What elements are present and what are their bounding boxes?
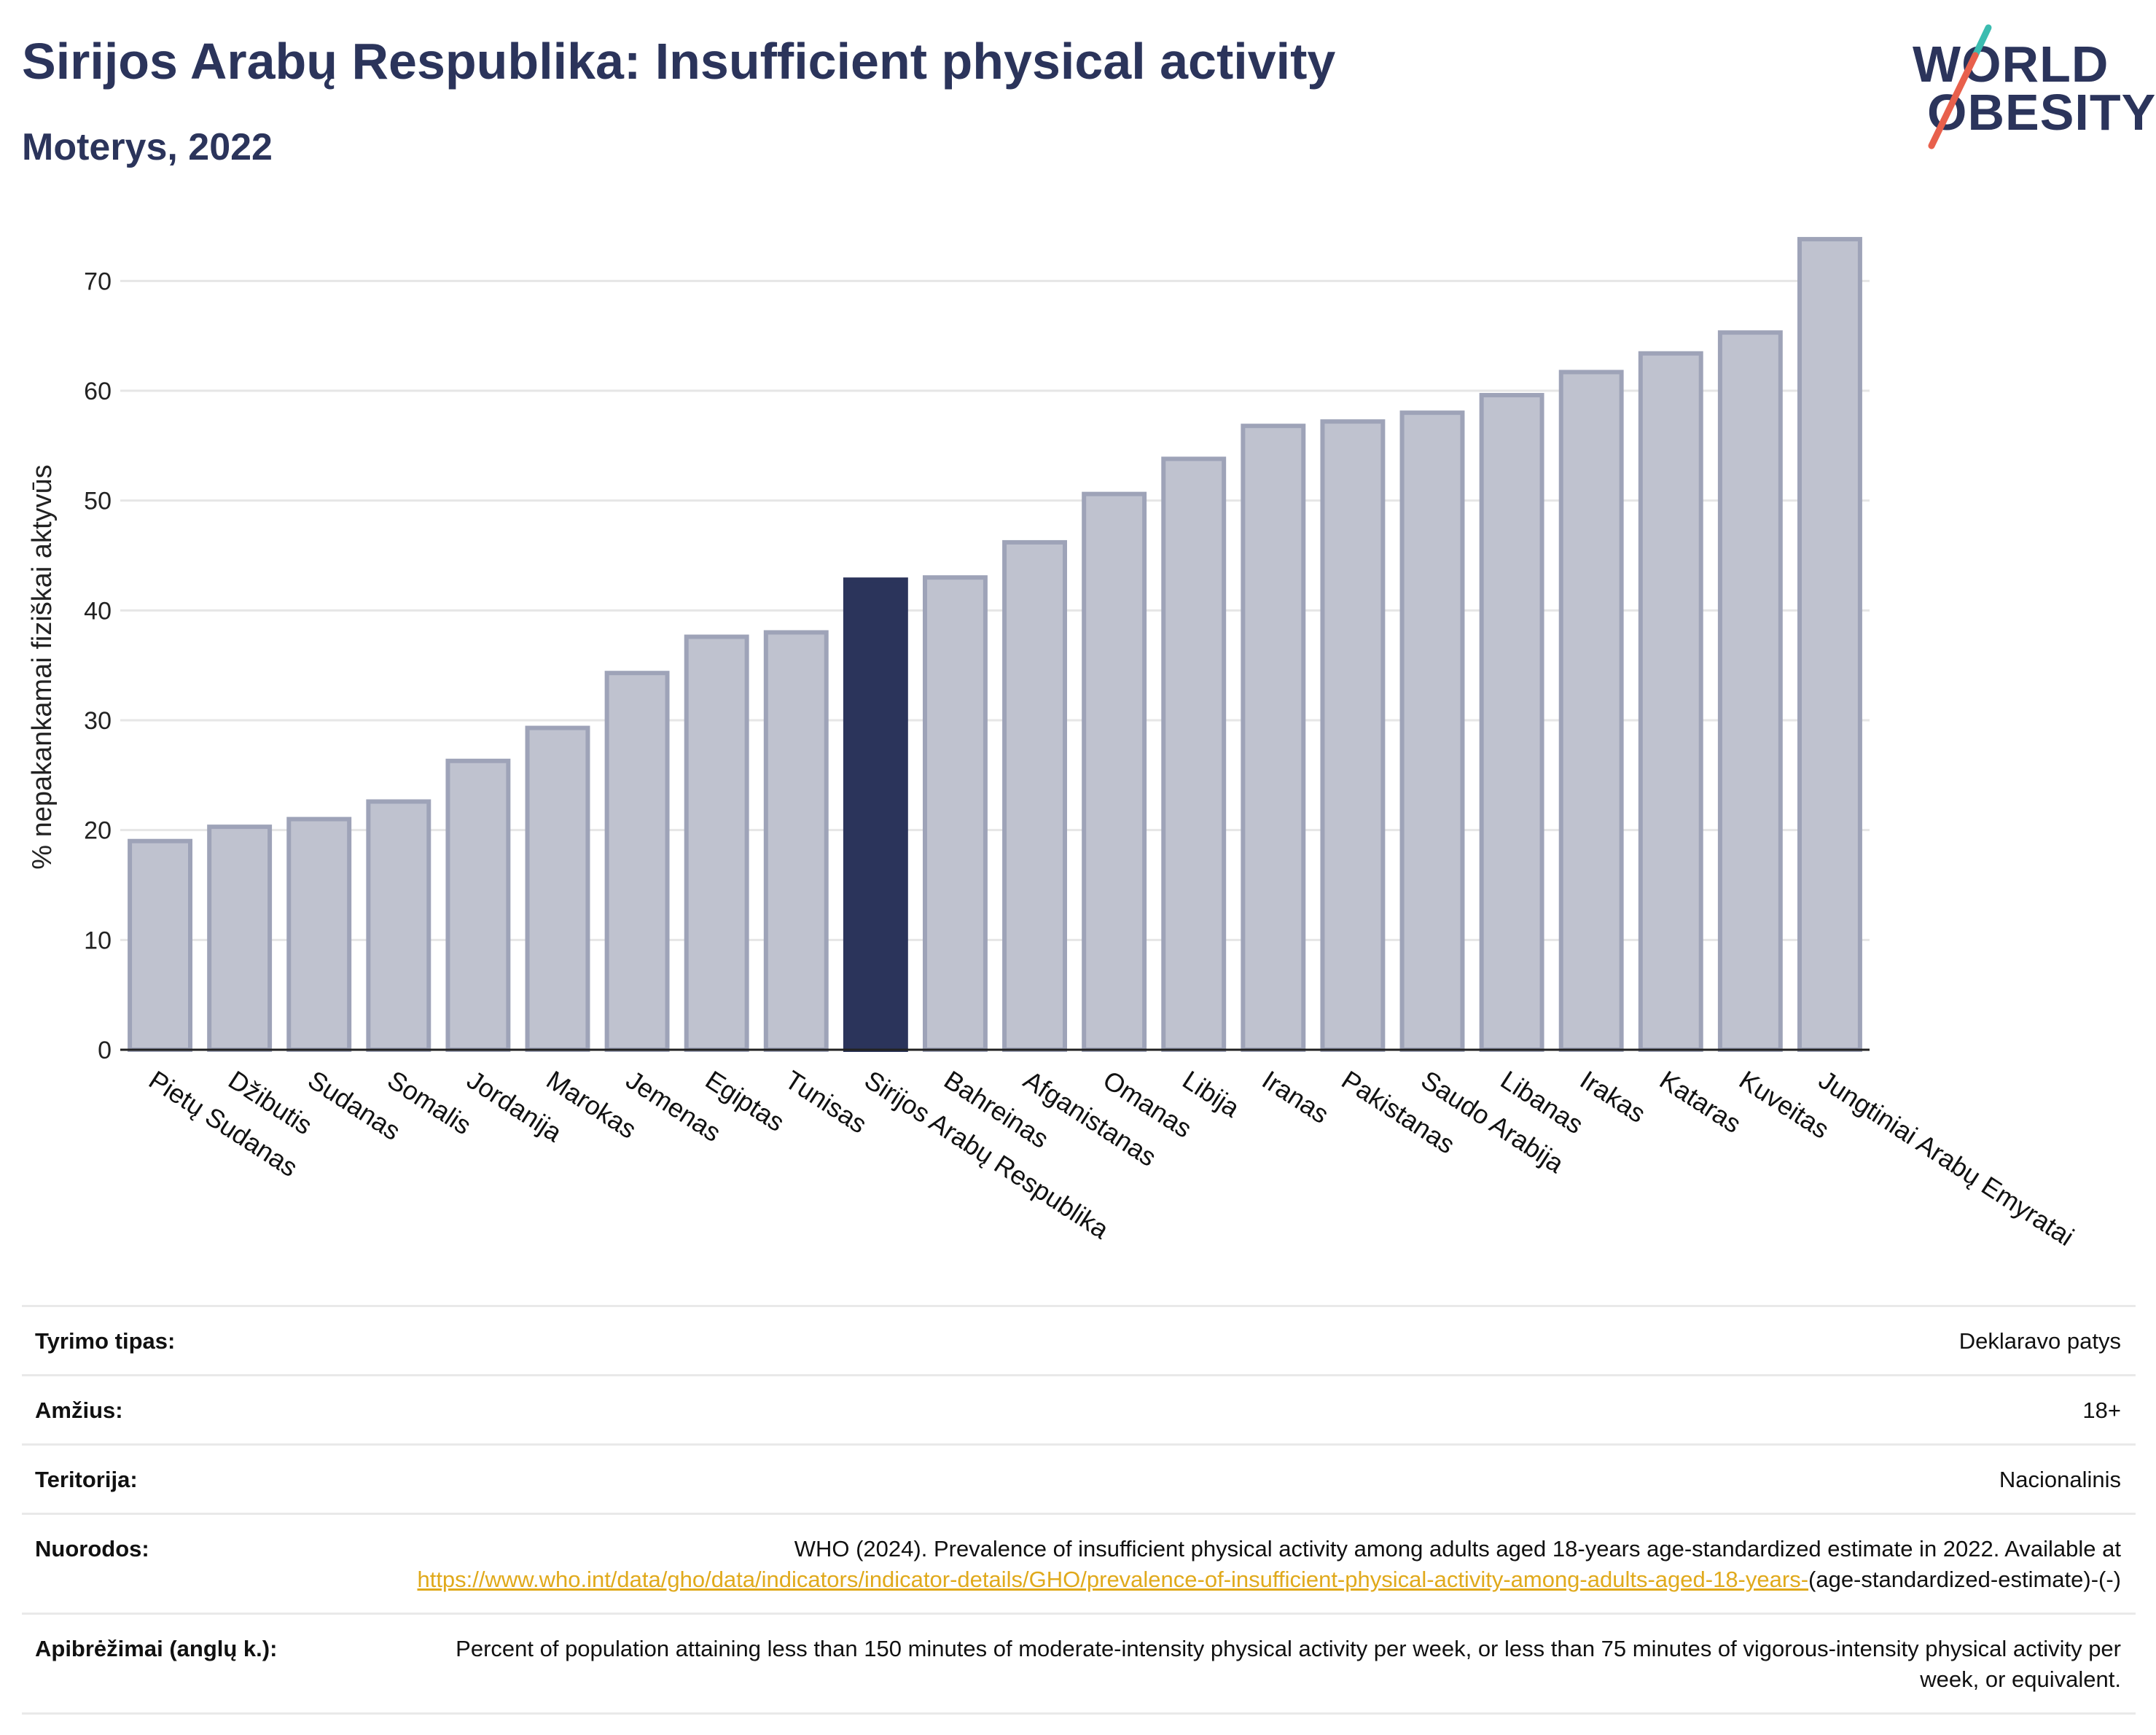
chart-title: Sirijos Arabų Respublika: Insufficient p… xyxy=(22,33,1336,90)
meta-row-survey-type: Tyrimo tipas: Deklaravo patys xyxy=(22,1305,2136,1374)
y-tick-label: 30 xyxy=(84,707,112,735)
x-tick-label: Afganistanas xyxy=(1018,1064,1162,1172)
meta-value: Deklaravo patys xyxy=(1958,1328,2121,1354)
y-tick-label: 0 xyxy=(98,1037,112,1064)
chart-subtitle: Moterys, 2022 xyxy=(22,126,273,168)
bar xyxy=(1241,424,1306,1053)
bar xyxy=(604,671,670,1052)
logo-line-1: WORLD xyxy=(1913,36,2109,93)
meta-value: 18+ xyxy=(2082,1397,2121,1423)
bar xyxy=(1399,410,1465,1052)
bar-highlighted xyxy=(843,577,908,1052)
x-tick-label: Tunisas xyxy=(780,1064,872,1139)
meta-value: Nacionalinis xyxy=(1999,1467,2121,1492)
meta-row-references: Nuorodos: WHO (2024). Prevalence of insu… xyxy=(22,1513,2136,1613)
bars xyxy=(128,237,1862,1053)
reference-link[interactable]: https://www.who.int/data/gho/data/indica… xyxy=(417,1567,1809,1592)
meta-row-territory: Teritorija: Nacionalinis xyxy=(22,1443,2136,1513)
x-tick-label: Jungtiniai Arabų Emyratai xyxy=(1813,1064,2079,1252)
bar-chart: 0 10 20 30 40 50 60 70 Pietų SudanasDžibutisSud… xyxy=(27,237,2079,1252)
bar xyxy=(763,630,829,1052)
meta-label: Teritorija: xyxy=(35,1467,138,1492)
bar xyxy=(1717,330,1783,1052)
logo-line-2: OBESITY xyxy=(1927,84,2156,141)
y-axis-ticks: 0 10 20 30 40 50 60 70 xyxy=(84,268,112,1064)
bar xyxy=(1082,491,1147,1053)
x-axis-labels: Pietų SudanasDžibutisSudanasSomalisJorda… xyxy=(144,1064,2079,1252)
bar xyxy=(366,799,431,1052)
bar xyxy=(1002,539,1068,1053)
bar xyxy=(1320,419,1386,1053)
y-tick-label: 10 xyxy=(84,927,112,954)
bar xyxy=(1161,456,1227,1052)
reference-suffix: (age-standardized-estimate)-(-) xyxy=(1808,1567,2121,1592)
bar xyxy=(1638,351,1703,1053)
bar xyxy=(923,575,988,1052)
y-tick-label: 50 xyxy=(84,488,112,515)
y-tick-label: 70 xyxy=(84,268,112,295)
meta-label: Nuorodos: xyxy=(35,1536,149,1562)
bar xyxy=(286,816,352,1052)
y-tick-label: 60 xyxy=(84,378,112,405)
meta-value: WHO (2024). Prevalence of insufficient p… xyxy=(414,1534,2121,1595)
bar xyxy=(207,824,273,1052)
bar xyxy=(684,634,749,1052)
bar xyxy=(1479,393,1544,1052)
meta-label: Apibrėžimai (anglų k.): xyxy=(35,1636,278,1661)
metadata-table: Tyrimo tipas: Deklaravo patys Amžius: 18… xyxy=(22,1305,2136,1715)
y-tick-label: 20 xyxy=(84,817,112,845)
meta-label: Amžius: xyxy=(35,1397,123,1423)
bar xyxy=(128,838,192,1052)
x-tick-label: Iranas xyxy=(1257,1064,1334,1129)
logo-slash-icon xyxy=(1928,24,1992,149)
meta-label: Tyrimo tipas: xyxy=(35,1328,176,1354)
bar xyxy=(1558,370,1624,1052)
x-tick-label: Kuveitas xyxy=(1734,1064,1835,1145)
x-tick-label: Irakas xyxy=(1575,1064,1652,1128)
meta-row-definitions: Apibrėžimai (anglų k.): Percent of popul… xyxy=(22,1613,2136,1715)
meta-value: Percent of population attaining less tha… xyxy=(456,1636,2121,1692)
bar xyxy=(525,725,590,1053)
bar xyxy=(1797,237,1862,1053)
y-axis-label: % nepakankamai fiziškai aktyvūs xyxy=(27,464,58,869)
bar xyxy=(445,758,511,1052)
x-tick-label: Kataras xyxy=(1655,1064,1746,1139)
y-tick-label: 40 xyxy=(84,597,112,625)
reference-text: WHO (2024). Prevalence of insufficient p… xyxy=(794,1536,2121,1562)
world-obesity-logo: WORLD OBESITY xyxy=(1902,22,2155,153)
meta-row-age: Amžius: 18+ xyxy=(22,1374,2136,1443)
